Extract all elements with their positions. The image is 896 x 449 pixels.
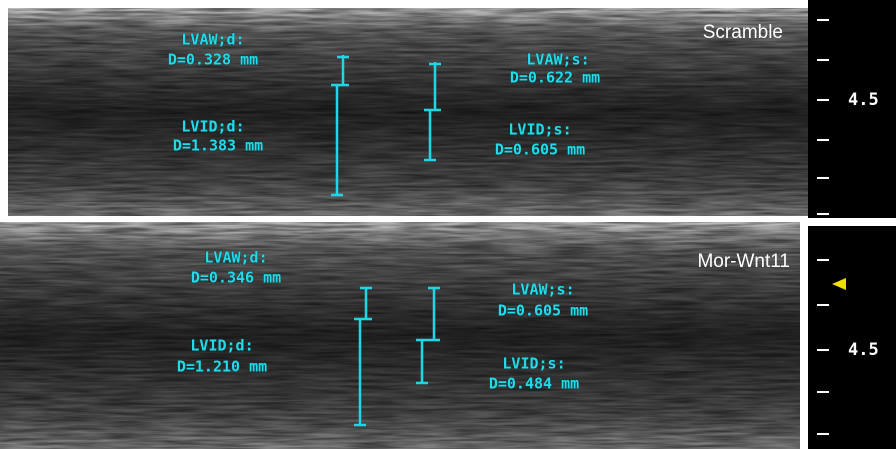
measure-name: LVID;s: [508, 121, 571, 139]
measure-value: D=0.346 mm [191, 269, 281, 287]
measure-name: LVID;d: [190, 337, 253, 355]
scale-ticks [817, 19, 829, 435]
measure-name: LVAW;s: [526, 51, 589, 69]
measure-value: D=1.210 mm [177, 358, 267, 376]
scale-bar [808, 226, 896, 449]
measure-name: LVAW;d: [204, 249, 267, 267]
measure-value: D=0.484 mm [489, 375, 579, 393]
scale-label: 4.5 [848, 90, 879, 110]
measure-name: LVAW;s: [511, 281, 574, 299]
measure-value: D=0.605 mm [495, 141, 585, 159]
speckle [0, 222, 800, 449]
panel-label: Mor-Wnt11 [697, 251, 790, 272]
speckle [8, 8, 808, 216]
measure-name: LVAW;d: [181, 31, 244, 49]
scale-label: 4.5 [848, 340, 879, 360]
panel-label: Scramble [703, 22, 783, 43]
marker [832, 278, 846, 290]
measure-value: D=0.328 mm [168, 51, 258, 69]
measure-name: LVID;d: [181, 118, 244, 136]
measure-value: D=0.622 mm [510, 69, 600, 87]
calipers [331, 55, 441, 427]
measure-value: D=1.383 mm [173, 137, 263, 155]
measure-name: LVID;s: [502, 355, 565, 373]
scale-bar [808, 0, 896, 218]
measure-value: D=0.605 mm [498, 302, 588, 320]
